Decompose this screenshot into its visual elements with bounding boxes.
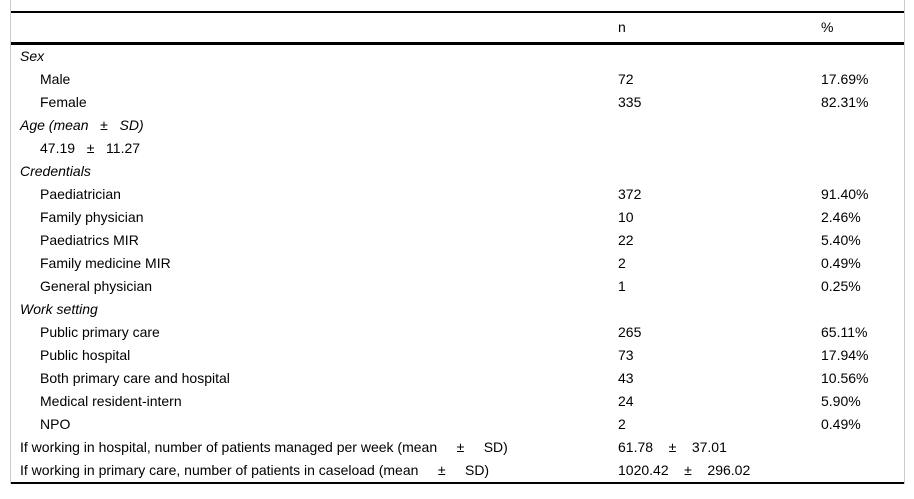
row-n-value: 2: [618, 416, 626, 432]
row-label: Credentials: [20, 163, 91, 179]
row-label: NPO: [40, 416, 71, 432]
table-row: Medical resident-intern 24 5.90%: [0, 390, 914, 413]
row-n-value: 335: [618, 94, 642, 110]
table-row: Sex: [0, 45, 914, 68]
row-n-value: 1: [618, 278, 626, 294]
row-percent-value: 10.56%: [821, 370, 869, 386]
row-percent-value: 0.49%: [821, 255, 861, 271]
row-n-value: 72: [618, 71, 634, 87]
row-percent-value: 5.90%: [821, 393, 861, 409]
table-row: Male 72 17.69%: [0, 68, 914, 91]
table-row: Family physician 10 2.46%: [0, 206, 914, 229]
row-label: Male: [40, 71, 71, 87]
table-row: Public hospital 73 17.94%: [0, 344, 914, 367]
row-label: Paediatrician: [40, 186, 121, 202]
table-body: Sex Male 72 17.69% Female 335 82.31% Age…: [0, 45, 914, 482]
left-cell-guide: [10, 0, 11, 484]
table-row: Public primary care 265 65.11%: [0, 321, 914, 344]
table-row: NPO 2 0.49%: [0, 413, 914, 436]
row-n-value: 2: [618, 255, 626, 271]
table-row: Family medicine MIR 2 0.49%: [0, 252, 914, 275]
row-label: If working in primary care, number of pa…: [20, 462, 490, 478]
row-label: 47.19 ± 11.27: [40, 140, 141, 156]
row-label: Public primary care: [40, 324, 160, 340]
row-label: Public hospital: [40, 347, 131, 363]
row-n-value: 43: [618, 370, 634, 386]
table-row: Credentials: [0, 160, 914, 183]
row-label: Both primary care and hospital: [40, 370, 230, 386]
row-percent-value: 82.31%: [821, 94, 869, 110]
column-header-n: n: [618, 19, 626, 35]
row-label: Work setting: [20, 301, 98, 317]
table-row: Work setting: [0, 298, 914, 321]
row-label: Medical resident-intern: [40, 393, 182, 409]
row-label: Paediatrics MIR: [40, 232, 139, 248]
row-n-value: 73: [618, 347, 634, 363]
row-percent-value: 2.46%: [821, 209, 861, 225]
table-row: General physician 1 0.25%: [0, 275, 914, 298]
table-row: Paediatrics MIR 22 5.40%: [0, 229, 914, 252]
row-label: Family medicine MIR: [40, 255, 171, 271]
row-percent-value: 91.40%: [821, 186, 869, 202]
row-label: Sex: [20, 48, 45, 64]
row-n-value: 22: [618, 232, 634, 248]
table-row: Age (mean ± SD): [0, 114, 914, 137]
table-row: Paediatrician 372 91.40%: [0, 183, 914, 206]
table-row: If working in hospital, number of patien…: [0, 436, 914, 459]
row-label: Age (mean ± SD): [20, 117, 144, 133]
header-separator-rule: [10, 42, 905, 45]
row-percent-value: 17.94%: [821, 347, 869, 363]
row-percent-value: 0.25%: [821, 278, 861, 294]
row-n-value: 372: [618, 186, 642, 202]
row-label: General physician: [40, 278, 153, 294]
row-percent-value: 17.69%: [821, 71, 869, 87]
row-n-value: 24: [618, 393, 634, 409]
table-top-rule: [10, 11, 905, 13]
table-row: Female 335 82.31%: [0, 91, 914, 114]
row-n-value: 10: [618, 209, 634, 225]
column-header-percent: %: [821, 19, 834, 35]
row-percent-value: 0.49%: [821, 416, 861, 432]
row-percent-value: 5.40%: [821, 232, 861, 248]
row-percent-value: 65.11%: [821, 324, 868, 340]
row-n-value: 265: [618, 324, 642, 340]
table-row: 47.19 ± 11.27: [0, 137, 914, 160]
row-label: If working in hospital, number of patien…: [20, 439, 508, 455]
table-header-row: n %: [0, 13, 914, 42]
table-row: If working in primary care, number of pa…: [0, 459, 914, 482]
right-cell-guide: [904, 0, 905, 484]
row-label: Family physician: [40, 209, 144, 225]
table-bottom-rule: [10, 482, 905, 484]
table-row: Both primary care and hospital 43 10.56%: [0, 367, 914, 390]
row-label: Female: [40, 94, 87, 110]
row-n-value: 1020.42 ± 296.02: [618, 462, 751, 478]
row-n-value: 61.78 ± 37.01: [618, 439, 727, 455]
